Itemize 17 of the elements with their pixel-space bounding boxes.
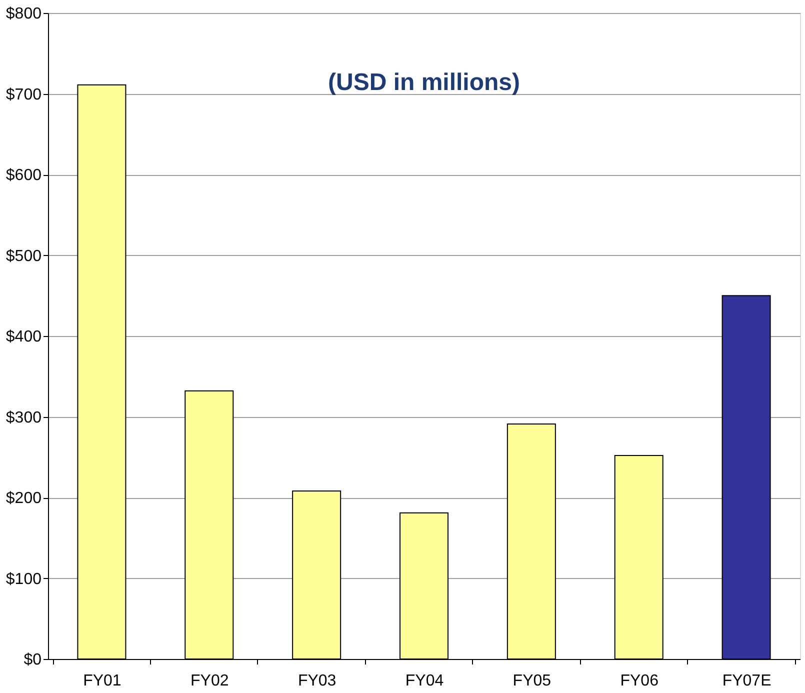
y-tick-label: $700 [6, 86, 42, 104]
y-tick-label: $800 [6, 6, 42, 22]
y-tick-label: $300 [6, 409, 42, 426]
text: (USD in millions) [328, 69, 520, 96]
x-tick-label: FY02 [190, 672, 229, 690]
y-tick-label: $200 [6, 490, 42, 507]
y-tick-label: $100 [6, 570, 42, 588]
y-tick-label: $0 [24, 652, 42, 668]
x-tick-label: FY06 [620, 672, 659, 690]
y-tick-label: $600 [6, 167, 42, 184]
y-tick-label: $500 [6, 248, 42, 265]
x-tick-label: FY03 [298, 672, 336, 690]
x-tick-label: FY07E [722, 672, 772, 690]
x-tick-label: FY05 [512, 672, 552, 690]
y-tick-label: $400 [6, 328, 42, 346]
x-tick-label: FY01 [83, 672, 122, 690]
x-tick-label: FY04 [405, 672, 444, 690]
